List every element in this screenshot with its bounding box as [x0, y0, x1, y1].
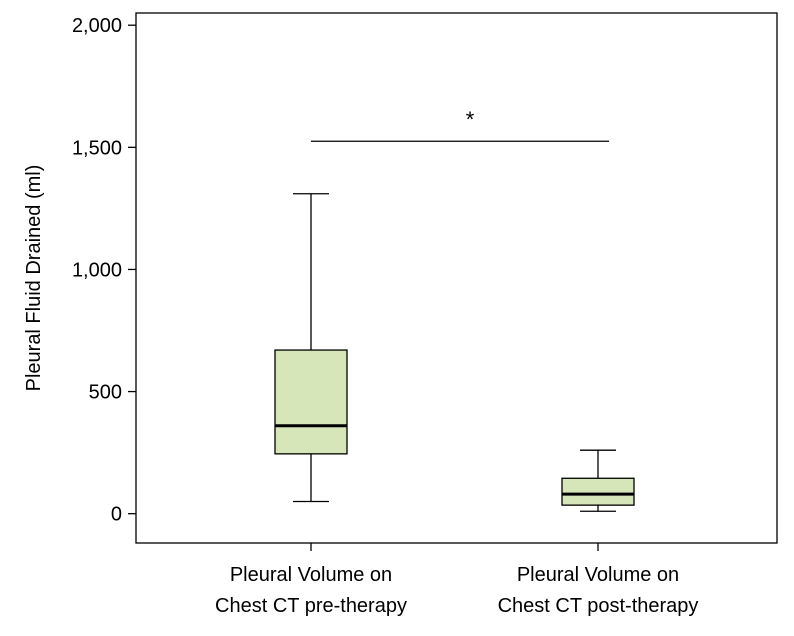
y-axis: 0 500 1,000 1,500 2,000 [72, 15, 136, 526]
y-tick-label: 1,500 [72, 137, 122, 159]
y-tick-label: 0 [111, 504, 122, 526]
box-group-1 [274, 193, 348, 503]
plot-frame [135, 12, 778, 544]
boxes [274, 193, 635, 512]
category-label-line1: Pleural Volume on [517, 564, 679, 586]
significance-annotation: * [311, 107, 609, 142]
y-tick-label: 1,000 [72, 259, 122, 281]
category-label-line2: Chest CT pre-therapy [215, 595, 407, 617]
iqr-box [561, 477, 635, 506]
category-label-line2: Chest CT post-therapy [498, 595, 699, 617]
box-group-2 [561, 449, 635, 512]
y-tick-label: 2,000 [72, 15, 122, 37]
category-labels: Pleural Volume on Chest CT pre-therapy Ple… [215, 543, 698, 617]
iqr-box [274, 349, 348, 455]
y-tick-label: 500 [89, 382, 122, 404]
category-label-line1: Pleural Volume on [230, 564, 392, 586]
y-axis-label: Pleural Fluid Drained (ml) [23, 165, 45, 392]
significance-asterisk: * [466, 107, 475, 132]
